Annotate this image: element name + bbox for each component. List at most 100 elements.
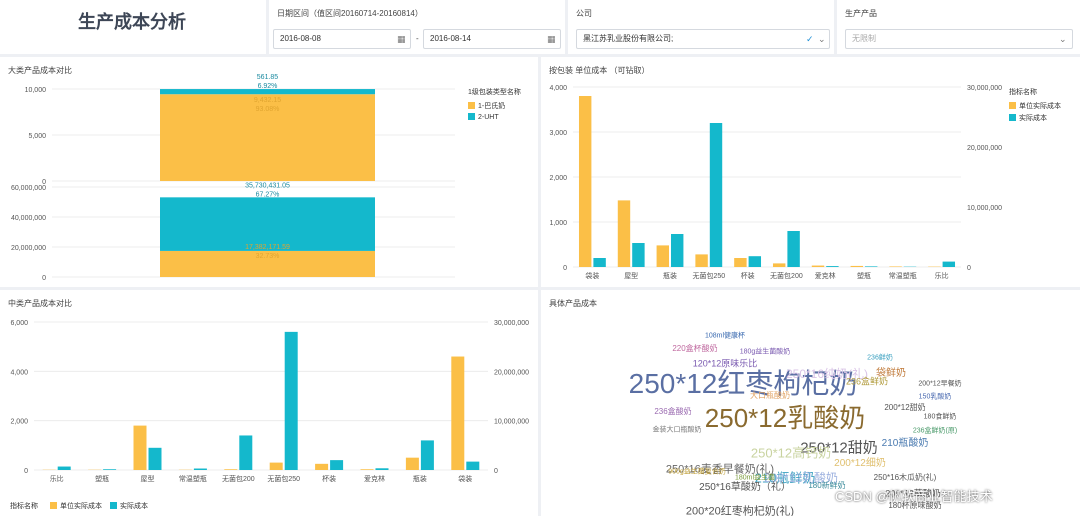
package-cost-panel: 按包装 单位成本 （可钻取） 4,000 3,000 2,000 1,000 0 30,0… (541, 57, 1080, 287)
bar-actual-cost (375, 468, 389, 470)
legend-item-uht[interactable]: 2-UHT (468, 113, 499, 121)
bar-actual-cost (57, 466, 71, 470)
y-tick-label: 20,000,000 (11, 245, 46, 252)
y-tick-label: 6,000 (10, 320, 28, 327)
wordcloud-word[interactable]: 108ml健康杯 (704, 332, 746, 340)
x-tick-label: 乐比 (935, 271, 949, 280)
bar-actual-cost (284, 331, 298, 470)
bar-actual-cost (748, 256, 762, 267)
wordcloud-word[interactable]: 250*16草酸奶（礼） (699, 482, 791, 493)
wordcloud-word[interactable]: 250*16麦香早餐奶(礼) (665, 463, 775, 476)
chart-title: 具体产品成本 (549, 299, 597, 308)
x-tick-label: 塑瓶 (857, 271, 871, 280)
legend-item-actual-cost[interactable]: 实际成本 (110, 501, 148, 511)
wordcloud-word[interactable]: 180ml益生菌 (734, 474, 776, 482)
bar-unit-cost (578, 96, 592, 267)
company-value: 黑江苏乳业股份有限公司; (583, 34, 674, 43)
wordcloud-word[interactable]: 236盒酸奶 (654, 407, 692, 416)
bar-unit-cost (772, 263, 786, 267)
wordcloud-word[interactable]: 200*12早餐奶 (918, 380, 962, 388)
wordcloud-word[interactable]: 180新鲜奶 (808, 481, 846, 490)
legend-item-unit-cost[interactable]: 单位实际成本 (1009, 101, 1061, 111)
y-tick-label: 2,000 (549, 175, 567, 182)
chevron-down-icon[interactable]: ⌄ (818, 34, 826, 44)
wordcloud-word[interactable]: 236鲜奶 (867, 354, 893, 362)
bar-actual-cost (330, 460, 344, 470)
bar-unit-cost (811, 265, 825, 267)
x-tick-label: 常温塑瓶 (179, 474, 207, 483)
legend-title: 指标名称 (10, 503, 38, 510)
wordcloud-word[interactable]: 150乳酸奶 (918, 393, 952, 401)
calendar-icon[interactable]: ▦ (397, 34, 406, 44)
wordcloud-word[interactable]: 袋鲜奶 (876, 368, 906, 379)
product-select[interactable]: 无限制 (845, 29, 1073, 49)
wordcloud-word[interactable]: 200*20红枣枸杞奶(礼) (685, 505, 795, 516)
wordcloud-word[interactable]: 210瓶酸奶 (881, 438, 929, 449)
wordcloud-word[interactable]: 250*12甜奶 (800, 439, 878, 457)
wordcloud-word[interactable]: 180g益生菌酸奶 (739, 348, 791, 356)
legend-label: 单位实际成本 (1019, 103, 1061, 110)
bar-actual-cost (593, 258, 606, 267)
watermark: CSDN @帆软商业智能技术 (835, 489, 993, 504)
legend-swatch (1009, 114, 1016, 121)
wordcloud-word[interactable]: 金装大口瓶酸奶 (652, 426, 702, 434)
bar-actual-cost (420, 440, 434, 470)
wordcloud-word[interactable]: 900g益生菌复合奶 (668, 468, 726, 476)
x-tick-label: 无菌包200 (222, 474, 255, 483)
legend-title: 1级包装类型名称 (468, 89, 521, 96)
wordcloud-word[interactable]: 200*12细奶 (834, 458, 886, 469)
wordcloud-word[interactable]: 250*16纯奶(礼) (785, 367, 869, 381)
wordcloud-word[interactable]: 120*12原味乐比 (692, 358, 758, 369)
legend-item-actual-cost[interactable]: 实际成本 (1009, 113, 1047, 123)
bar-orange (160, 250, 375, 277)
date-filter-panel: 日期区间（值区间20160714-20160814） 2016-08-08 ▦ … (269, 0, 565, 54)
legend-swatch (110, 502, 117, 509)
legend-label: 实际成本 (120, 503, 148, 510)
x-tick-label: 爱克林 (364, 474, 385, 483)
subcategory-cost-chart: 6,000 4,000 2,000 0 30,000,000 20,000,000 10,0… (10, 320, 529, 483)
product-placeholder: 无限制 (852, 34, 876, 43)
bar-unit-cost (617, 200, 631, 267)
wordcloud-word[interactable]: 180食鲜奶 (923, 413, 957, 421)
wordcloud-word[interactable]: 大口瓶酸奶 (750, 391, 790, 400)
x-tick-label: 屋型 (624, 271, 638, 280)
legend-swatch (468, 102, 475, 109)
date-separator: - (416, 34, 419, 43)
legend-item-pasteurized[interactable]: 1-巴氏奶 (468, 101, 505, 111)
wordcloud-word[interactable]: 236盒鲜奶 (845, 376, 889, 387)
bar-actual-cost (942, 261, 956, 267)
bar-unit-cost (850, 265, 863, 267)
data-label: 32.73% (256, 253, 280, 260)
wordcloud-word[interactable]: 236盒鲜奶(原) (912, 427, 958, 435)
legend-item-unit-cost[interactable]: 单位实际成本 (50, 501, 102, 511)
bar-unit-cost (889, 266, 902, 267)
wordcloud-word[interactable]: 250*12高钙奶 (750, 445, 832, 461)
bar-actual-cost (193, 468, 207, 470)
company-select[interactable]: 黑江苏乳业股份有限公司; (576, 29, 830, 49)
data-label: 67.27% (256, 191, 280, 198)
chevron-down-icon[interactable]: ⌄ (1059, 34, 1067, 44)
wordcloud-word[interactable]: 210瓶鲜奶 (754, 470, 816, 486)
y-tick-label: 40,000,000 (11, 215, 46, 222)
calendar-icon[interactable]: ▦ (547, 34, 556, 44)
x-tick-label: 瓶装 (413, 474, 427, 483)
date-end-input[interactable]: 2016-08-14 (423, 29, 561, 49)
bar-actual-cost (787, 231, 800, 267)
wordcloud-word[interactable]: 250*12红枣枸杞奶 (628, 368, 858, 399)
y2-tick-label: 10,000,000 (494, 419, 529, 426)
wordcloud-word[interactable]: 200*12乳酸奶 (763, 471, 839, 485)
date-end-value: 2016-08-14 (430, 34, 471, 43)
date-start-input[interactable]: 2016-08-08 (273, 29, 411, 49)
wordcloud-word[interactable]: 250*16木瓜奶(礼) (873, 473, 937, 482)
wordcloud: 250*12红枣枸杞奶 250*12乳酸奶 250*12甜奶 250*12高钙奶 210… (541, 290, 1080, 516)
package-cost-chart: 4,000 3,000 2,000 1,000 0 30,000,000 20,000,00… (549, 85, 1002, 280)
wordcloud-word[interactable]: 250*12乳酸奶 (704, 403, 866, 433)
wordcloud-word[interactable]: 220盒杯酸奶 (672, 344, 718, 353)
bar-unit-cost (224, 469, 238, 470)
y-tick-label: 0 (563, 265, 567, 272)
product-filter-panel: 生产产品 无限制 ⌄ (837, 0, 1080, 54)
wordcloud-word[interactable]: 200*12甜奶 (884, 403, 926, 412)
wordcloud-word[interactable]: 200*12草酸奶 (885, 488, 941, 499)
bar-unit-cost (269, 462, 283, 470)
wordcloud-word[interactable]: 180杯原味酸奶 (888, 501, 942, 510)
